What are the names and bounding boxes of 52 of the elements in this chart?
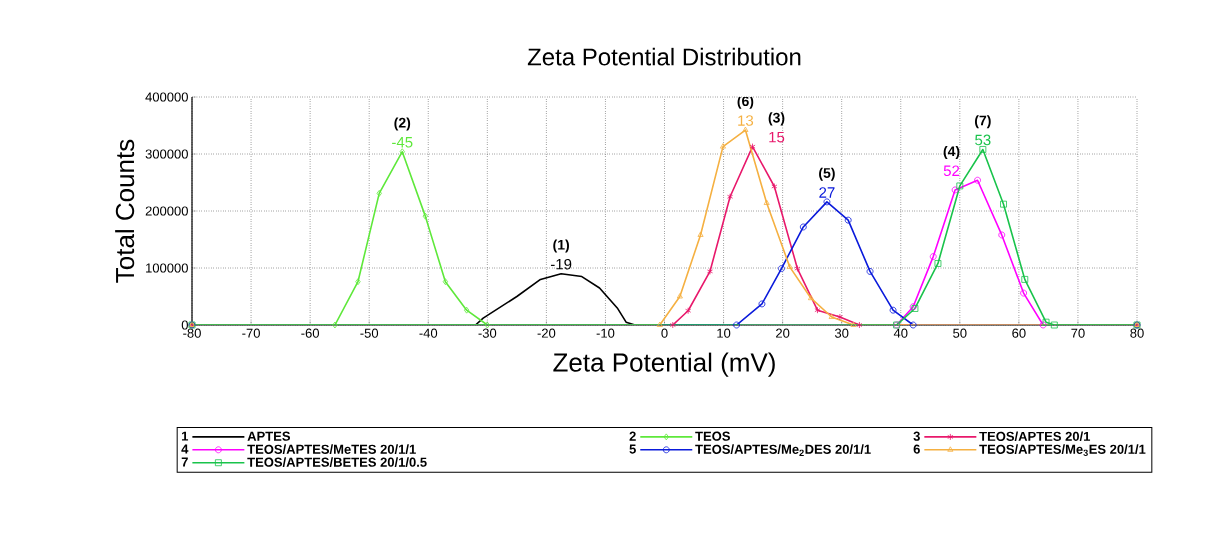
- text: 1: [181, 431, 189, 441]
- x-tick-label: 70: [1071, 328, 1085, 338]
- legend-label: TEOS/APTES/Me$_{2}$DES 20/1/1: [695, 444, 871, 456]
- x-tick-label: 60: [1012, 328, 1026, 338]
- annotation: (4): [943, 145, 960, 160]
- annotation: -45: [392, 137, 413, 148]
- annotation: 13: [738, 115, 754, 126]
- x-tick-label: 40: [893, 328, 908, 338]
- text: 6: [913, 444, 920, 454]
- y-tick-label: 100000: [146, 263, 188, 273]
- legend-label: TEOS/APTES/MeTES 20/1/1: [247, 444, 416, 455]
- legend-label: TEOS/APTES/Me$_{3}$ES 20/1/1: [979, 444, 1146, 457]
- annotation: (3): [768, 112, 785, 126]
- chart-title: Zeta Potential Distribution: [527, 47, 801, 66]
- annotation: 15: [769, 131, 785, 143]
- text: 5: [629, 444, 636, 454]
- x-tick-label: -20: [537, 328, 556, 338]
- x-tick-label: -80: [183, 328, 201, 338]
- x-tick-label: -50: [360, 328, 379, 338]
- y-tick-label: 400000: [145, 92, 188, 102]
- annotation: -19: [550, 258, 572, 270]
- x-tick-label: -70: [242, 328, 260, 338]
- x-tick-label: 80: [1130, 328, 1144, 338]
- x-tick-label: 30: [834, 328, 849, 338]
- legend-label: TEOS: [695, 431, 730, 441]
- legend-label: TEOS/APTES 20/1: [979, 431, 1091, 442]
- x-tick-label: 0: [661, 328, 668, 338]
- legend-label: TEOS/APTES/BETES 20/1/0.5: [247, 457, 427, 467]
- annotation: 27: [819, 187, 835, 198]
- x-tick-label: -30: [478, 328, 497, 338]
- text: 3: [913, 431, 920, 441]
- text: 2: [629, 431, 636, 441]
- y-tick-label: 300000: [145, 149, 188, 159]
- annotation: (1): [553, 239, 569, 253]
- text: 7: [181, 457, 188, 467]
- annotation: (2): [394, 117, 411, 131]
- annotation: (7): [974, 115, 991, 129]
- annotation: 53: [975, 134, 991, 146]
- y-tick-label: 0: [181, 320, 188, 330]
- x-tick-label: -60: [301, 328, 320, 338]
- x-tick-label: -40: [419, 328, 438, 338]
- x-tick-label: 10: [717, 328, 731, 338]
- annotation: 52: [943, 165, 960, 177]
- x-axis-title: Zeta Potential (mV): [553, 352, 775, 377]
- x-tick-label: -10: [596, 328, 615, 338]
- x-tick-label: 20: [776, 328, 790, 338]
- x-tick-label: 50: [953, 328, 967, 338]
- text: 4: [181, 444, 189, 454]
- annotation: (5): [819, 167, 835, 181]
- y-tick-label: 200000: [145, 206, 188, 216]
- legend-label: APTES: [247, 431, 291, 441]
- y-axis-title: Total Counts: [115, 139, 135, 283]
